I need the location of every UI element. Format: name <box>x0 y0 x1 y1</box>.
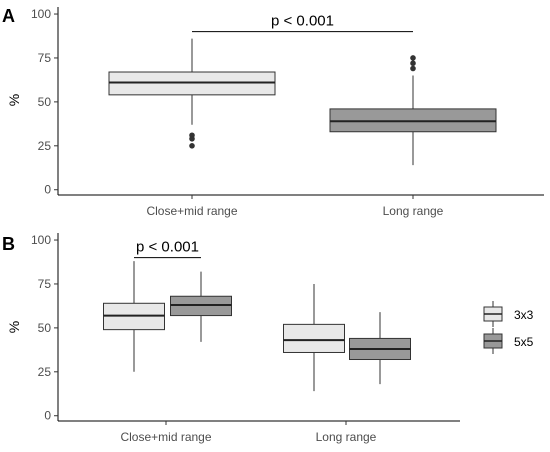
panel-b-y-axis-label: % <box>6 321 22 333</box>
panel-a-boxes <box>108 38 497 166</box>
x-tick-label: Close+mid range <box>146 204 237 218</box>
y-tick-label: 25 <box>38 139 52 153</box>
box-3x3-close-mid-range <box>103 261 165 372</box>
panel-b-p-value: p < 0.001 <box>136 239 199 256</box>
panel-b-label: B <box>2 234 15 254</box>
box-long-range <box>329 55 497 166</box>
y-tick-label: 25 <box>38 365 52 379</box>
panel-a-y-axis-label: % <box>6 94 22 106</box>
y-tick-label: 0 <box>44 409 51 423</box>
panel-a-label: A <box>2 6 15 26</box>
panel-a-y-ticks: 0 25 50 75 100 <box>31 7 58 197</box>
panel-b-boxes <box>103 261 411 392</box>
y-tick-label: 50 <box>38 321 52 335</box>
y-tick-label: 50 <box>38 95 52 109</box>
box-body <box>283 323 345 353</box>
box-5x5-long-range <box>349 312 411 385</box>
legend-label: 3x3 <box>514 308 534 322</box>
box-5x5-close-mid-range <box>170 271 232 342</box>
panel-a-p-value: p < 0.001 <box>271 13 334 30</box>
x-tick-label: Long range <box>383 204 444 218</box>
box-3x3-long-range <box>283 283 345 392</box>
panel-b-x-ticks: Close+mid range Long range <box>120 421 377 444</box>
panel-b-annotation: p < 0.001 <box>134 239 201 259</box>
panel-b: B % 0 25 50 75 100 Close+mid range Long range… <box>2 233 534 444</box>
y-tick-label: 100 <box>31 233 51 247</box>
panel-a: A % 0 25 50 75 100 Close+mid range Long range… <box>2 6 544 218</box>
outlier-point <box>410 60 416 67</box>
y-tick-label: 100 <box>31 7 51 21</box>
outlier-point <box>410 65 416 72</box>
y-tick-label: 75 <box>38 51 52 65</box>
outlier-point <box>410 55 416 61</box>
panel-a-annotation: p < 0.001 <box>192 13 413 33</box>
panel-b-y-ticks: 0 25 50 75 100 <box>31 233 58 423</box>
x-tick-label: Close+mid range <box>120 430 211 444</box>
outlier-point <box>189 135 195 142</box>
panel-b-legend: 3x3 5x5 <box>483 301 534 354</box>
panel-a-x-ticks: Close+mid range Long range <box>146 195 444 218</box>
y-tick-label: 0 <box>44 183 51 197</box>
legend-item-3x3: 3x3 <box>483 301 534 327</box>
outlier-point <box>189 143 195 149</box>
x-tick-label: Long range <box>316 430 377 444</box>
legend-label: 5x5 <box>514 335 534 349</box>
y-tick-label: 75 <box>38 277 52 291</box>
legend-item-5x5: 5x5 <box>483 328 534 354</box>
box-close-mid-range <box>108 38 276 149</box>
